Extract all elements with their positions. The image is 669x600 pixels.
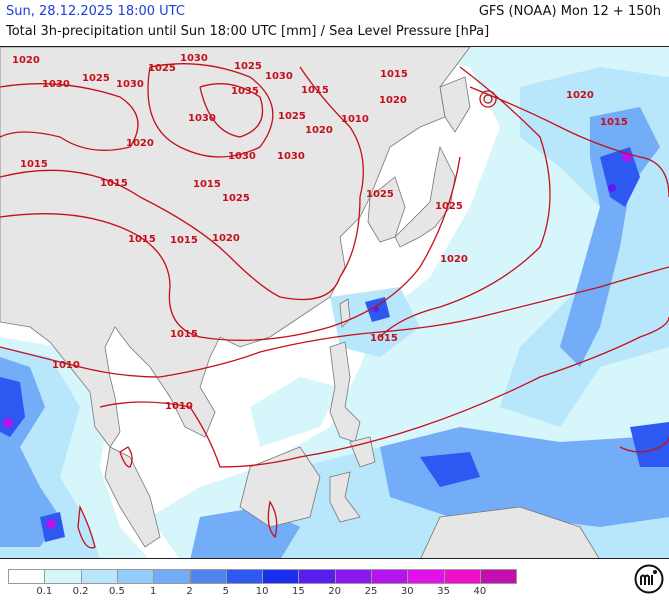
legend-swatch [479,569,518,584]
isobar-label: 1020 [305,125,333,136]
isobar-label: 1015 [128,234,156,245]
legend-swatch [334,569,372,584]
legend-tick-label: 30 [400,586,414,597]
legend-tick-label: 0.5 [108,586,125,597]
legend-swatch [8,569,46,584]
legend-swatch [262,569,300,584]
legend-tick-label: 20 [328,586,342,597]
isobar-label: 1015 [600,117,628,128]
isobar-label: 1020 [126,138,154,149]
isobar-label: 1025 [222,193,250,204]
isobar-label: 1025 [234,61,262,72]
isobar-label: 1025 [435,201,463,212]
isobar-label: 1015 [170,235,198,246]
isobar-label: 1030 [188,113,216,124]
legend-swatch [153,569,191,584]
isobar-label: 1015 [380,69,408,80]
forecast-date: Sun, 28.12.2025 18:00 UTC [6,4,185,19]
isobar-label: 1015 [301,85,329,96]
legend-tick-label: 10 [255,586,269,597]
isobar-label: 1030 [116,79,144,90]
isobar-label: 1030 [42,79,70,90]
map-description: Total 3h-precipitation until Sun 18:00 U… [6,24,490,39]
isobar-label: 1020 [212,233,240,244]
legend-swatch [116,569,155,584]
isobar-label: 1030 [265,71,293,82]
isobar-label: 1035 [231,86,259,97]
isobar-label: 1025 [82,73,110,84]
precipitation-legend: 0.1 0.2 0.5 1 2 5 10 15 20 25 30 35 40 [0,560,669,600]
legend-swatch [189,569,227,584]
isobar-label: 1020 [379,95,407,106]
map-header: Sun, 28.12.2025 18:00 UTC GFS (NOAA) Mon… [0,0,669,46]
legend-swatch [371,569,409,584]
legend-tick-label: 2 [186,586,193,597]
isobar-labels: 1020 1030 1025 1030 1025 1030 1035 1030 … [12,53,628,412]
isobar-label: 1015 [20,159,48,170]
precipitation-intense [0,147,669,542]
isobar-label: 1015 [193,179,221,190]
legend-swatch [407,569,445,584]
isobar-label: 1030 [228,151,256,162]
isobar-label: 1010 [52,360,80,371]
isobar-label: 1030 [277,151,305,162]
weather-map: 1020 1030 1025 1030 1025 1030 1035 1030 … [0,46,669,559]
isobar-label: 1010 [165,401,193,412]
legend-tick-label: 0.1 [36,586,53,597]
legend-swatch [80,569,118,584]
isobar-label: 1030 [180,53,208,64]
legend-tick-label: 5 [222,586,229,597]
legend-tick-label: 25 [364,586,378,597]
isobars [0,63,669,549]
legend-tick-label: 0.2 [72,586,89,597]
legend-swatch [298,569,336,584]
legend-tick-label: 1 [150,586,157,597]
isobar-label: 1015 [100,178,128,189]
isobar-label: 1025 [278,111,306,122]
isobar-label: 1025 [366,189,394,200]
isobar-label: 1015 [370,333,398,344]
isobar-label: 1020 [440,254,468,265]
isobar-label: 1010 [341,114,369,125]
meteologix-logo-icon [634,564,664,594]
model-run-label: GFS (NOAA) Mon 12 + 150h [478,4,661,19]
legend-tick-label: 35 [437,586,450,597]
legend-tick-label: 15 [292,586,305,597]
isobar-label: 1020 [12,55,40,66]
legend-tick-label: 40 [473,586,487,597]
legend-swatch [225,569,264,584]
legend-swatch [443,569,481,584]
isobar-label: 1020 [566,90,594,101]
isobar-label: 1015 [170,329,198,340]
land-masses [0,47,600,558]
legend-swatch [44,569,82,584]
isobar-label: 1025 [148,63,176,74]
